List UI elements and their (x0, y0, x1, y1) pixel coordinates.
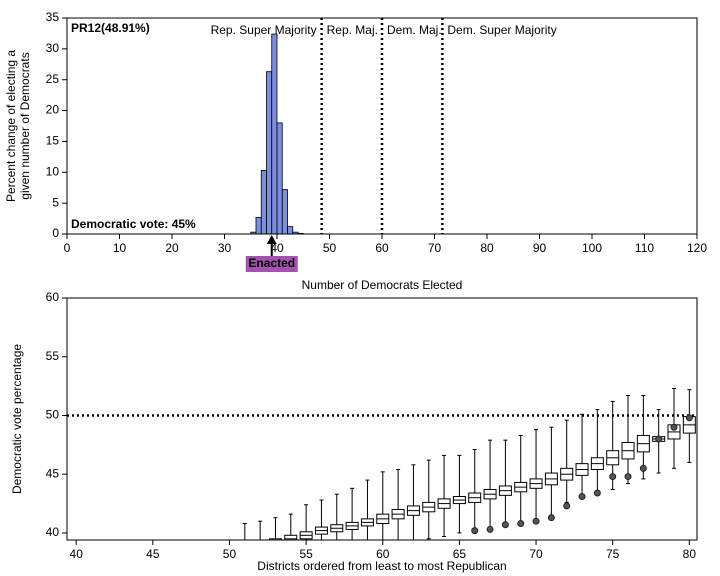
x-tick-label: 70 (529, 547, 543, 561)
enacted-point (471, 527, 479, 535)
hist-bar (287, 226, 294, 235)
enacted-point (670, 423, 678, 431)
x-tick-label: 110 (635, 241, 654, 255)
y-tick-label: 0 (52, 226, 59, 240)
enacted-point (547, 514, 555, 522)
box (239, 546, 251, 553)
x-tick-label: 70 (428, 241, 442, 255)
x-tick-label: 90 (533, 241, 547, 255)
y-tick-label: 30 (46, 41, 60, 55)
x-tick-label: 120 (687, 241, 707, 255)
vote-note: Democratic vote: 45% (71, 217, 196, 231)
hist-bar (276, 122, 283, 235)
enacted-arrowhead (266, 235, 277, 244)
y-tick-label: 10 (46, 164, 60, 178)
x-tick-label: 40 (270, 241, 284, 255)
x-tick-label: 45 (146, 547, 160, 561)
enacted-point (593, 489, 601, 497)
enacted-point (578, 493, 586, 501)
y-axis-label: given number of Democrats (18, 52, 32, 199)
x-tick-label: 50 (323, 241, 337, 255)
enacted-point (624, 473, 632, 481)
x-tick-label: 60 (376, 547, 390, 561)
enacted-label: Enacted (248, 256, 295, 270)
x-axis-label: Number of Democrats Elected (302, 278, 463, 292)
hist-bar (271, 33, 278, 235)
enacted-box (245, 256, 298, 272)
y-axis-label: Democratic vote percentage (10, 344, 24, 494)
hist-bar (281, 189, 288, 235)
y-tick-label: 60 (46, 290, 60, 304)
x-tick-label: 10 (113, 241, 127, 255)
x-tick-label: 100 (582, 241, 602, 255)
y-tick-label: 20 (46, 103, 60, 117)
plan-label: PR12(48.91%) (71, 21, 150, 35)
plot-frame (66, 17, 698, 235)
x-tick-label: 0 (64, 241, 71, 255)
x-tick-label: 80 (683, 547, 697, 561)
box (268, 538, 282, 540)
enacted-point (517, 520, 525, 528)
enacted-point (501, 521, 509, 529)
y-tick-label: 35 (46, 10, 60, 24)
plot-frame (66, 297, 698, 541)
enacted-point (685, 414, 693, 422)
y-axis-label: Percent change of electing a (4, 50, 18, 202)
box (254, 542, 266, 549)
enacted-point (609, 473, 617, 481)
enacted-point (486, 525, 494, 533)
plot-area (67, 387, 697, 553)
y-tick-label: 25 (46, 72, 60, 86)
region-label: Dem. Maj. (387, 23, 442, 37)
y-tick-label: 50 (46, 408, 60, 422)
x-tick-label: 55 (299, 547, 313, 561)
x-tick-label: 60 (375, 241, 389, 255)
x-tick-label: 30 (218, 241, 232, 255)
x-tick-label: 80 (480, 241, 494, 255)
y-tick-label: 15 (46, 134, 60, 148)
enacted-point (639, 464, 647, 472)
y-tick-label: 5 (52, 195, 59, 209)
enacted-point (655, 435, 663, 443)
y-tick-label: 40 (46, 525, 60, 539)
x-tick-label: 40 (70, 547, 84, 561)
x-tick-label: 20 (165, 241, 179, 255)
region-label: Dem. Super Majority (447, 23, 556, 37)
y-tick-label: 45 (46, 466, 60, 480)
hist-bar (255, 216, 262, 235)
region-label: Rep. Maj. (327, 23, 378, 37)
enacted-point (563, 502, 571, 510)
region-label: Rep. Super Majority (211, 23, 317, 37)
hist-bar (266, 71, 273, 235)
hist-bar (260, 170, 267, 235)
x-tick-label: 50 (223, 547, 237, 561)
x-axis-label: Districts ordered from least to most Rep… (257, 559, 506, 573)
x-tick-label: 65 (453, 547, 467, 561)
enacted-point (532, 517, 540, 525)
y-tick-label: 55 (46, 349, 60, 363)
x-tick-label: 75 (606, 547, 620, 561)
